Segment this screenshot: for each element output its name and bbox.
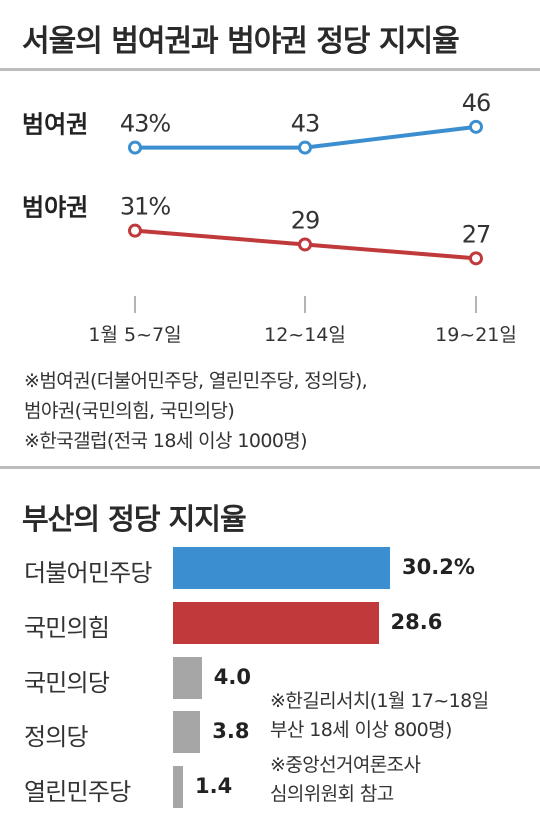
opposition-data-label-2: 27: [462, 220, 491, 248]
opposition-point-0: [128, 223, 142, 238]
ruling-point-1: [298, 140, 312, 155]
bar-chart-note-3: ※중앙선거여론조사: [270, 754, 421, 776]
bar-value-democratic: 30.2%: [402, 555, 475, 579]
bar-democratic: [173, 547, 390, 589]
bar-peoples: [173, 657, 202, 699]
bar-label-ppp: 국민의힘: [24, 614, 110, 642]
line-chart-note-1: ※범여권(더불어민주당, 열린민주당, 정의당),: [24, 370, 368, 392]
bar-label-justice: 정의당: [24, 723, 89, 751]
opposition-data-label-1: 29: [291, 206, 320, 234]
line-chart-plot: 1월 5~7일 12~14일 19~21일 43% 43 46 범여권 31% 29 27 범야권: [22, 89, 517, 346]
ruling-point-0: [128, 140, 142, 155]
bar-value-ppp: 28.6: [390, 610, 443, 634]
top-divider: [0, 68, 540, 71]
opposition-data-label-0: 31%: [120, 193, 171, 221]
bar-ppp: [173, 602, 379, 644]
bar-value-justice: 3.8: [212, 719, 250, 743]
opposition-point-2: [469, 251, 483, 266]
bar-chart-title: 부산의 정당 지지율: [22, 502, 247, 536]
ruling-data-label-0: 43%: [120, 110, 171, 138]
ruling-series-name: 범여권: [22, 111, 88, 139]
line-chart-title: 서울의 범여권과 범야권 정당 지지율: [22, 24, 460, 59]
ruling-data-label-2: 46: [462, 89, 491, 117]
bar-chart-note-2: 부산 18세 이상 800명): [270, 719, 452, 741]
opposition-point-1: [298, 237, 312, 252]
bar-chart-note-4: 심의위원회 참고: [270, 783, 394, 805]
bar-open-democratic: [173, 766, 184, 808]
x-tick-label-1: 12~14일: [264, 324, 346, 346]
line-chart-note-3: ※한국갤럽(전국 18세 이상 1000명): [24, 430, 308, 452]
line-chart-note-2: 범야권(국민의힘, 국민의당): [24, 400, 235, 422]
ruling-point-2: [469, 119, 483, 134]
ruling-data-label-1: 43: [291, 110, 320, 138]
x-tick-label-2: 19~21일: [435, 324, 517, 346]
bar-value-open-democratic: 1.4: [195, 774, 233, 798]
bar-justice: [173, 711, 201, 753]
bar-label-open-democratic: 열린민주당: [24, 778, 131, 806]
bar-label-democratic: 더불어민주당: [24, 559, 152, 587]
bar-label-peoples: 국민의당: [24, 669, 110, 697]
x-tick-label-0: 1월 5~7일: [88, 324, 181, 346]
bar-chart-note-1: ※한길리서치(1월 17~18일: [270, 690, 489, 712]
bar-value-peoples: 4.0: [213, 665, 251, 689]
middle-divider: [0, 466, 540, 469]
opposition-series-name: 범야권: [22, 194, 88, 222]
